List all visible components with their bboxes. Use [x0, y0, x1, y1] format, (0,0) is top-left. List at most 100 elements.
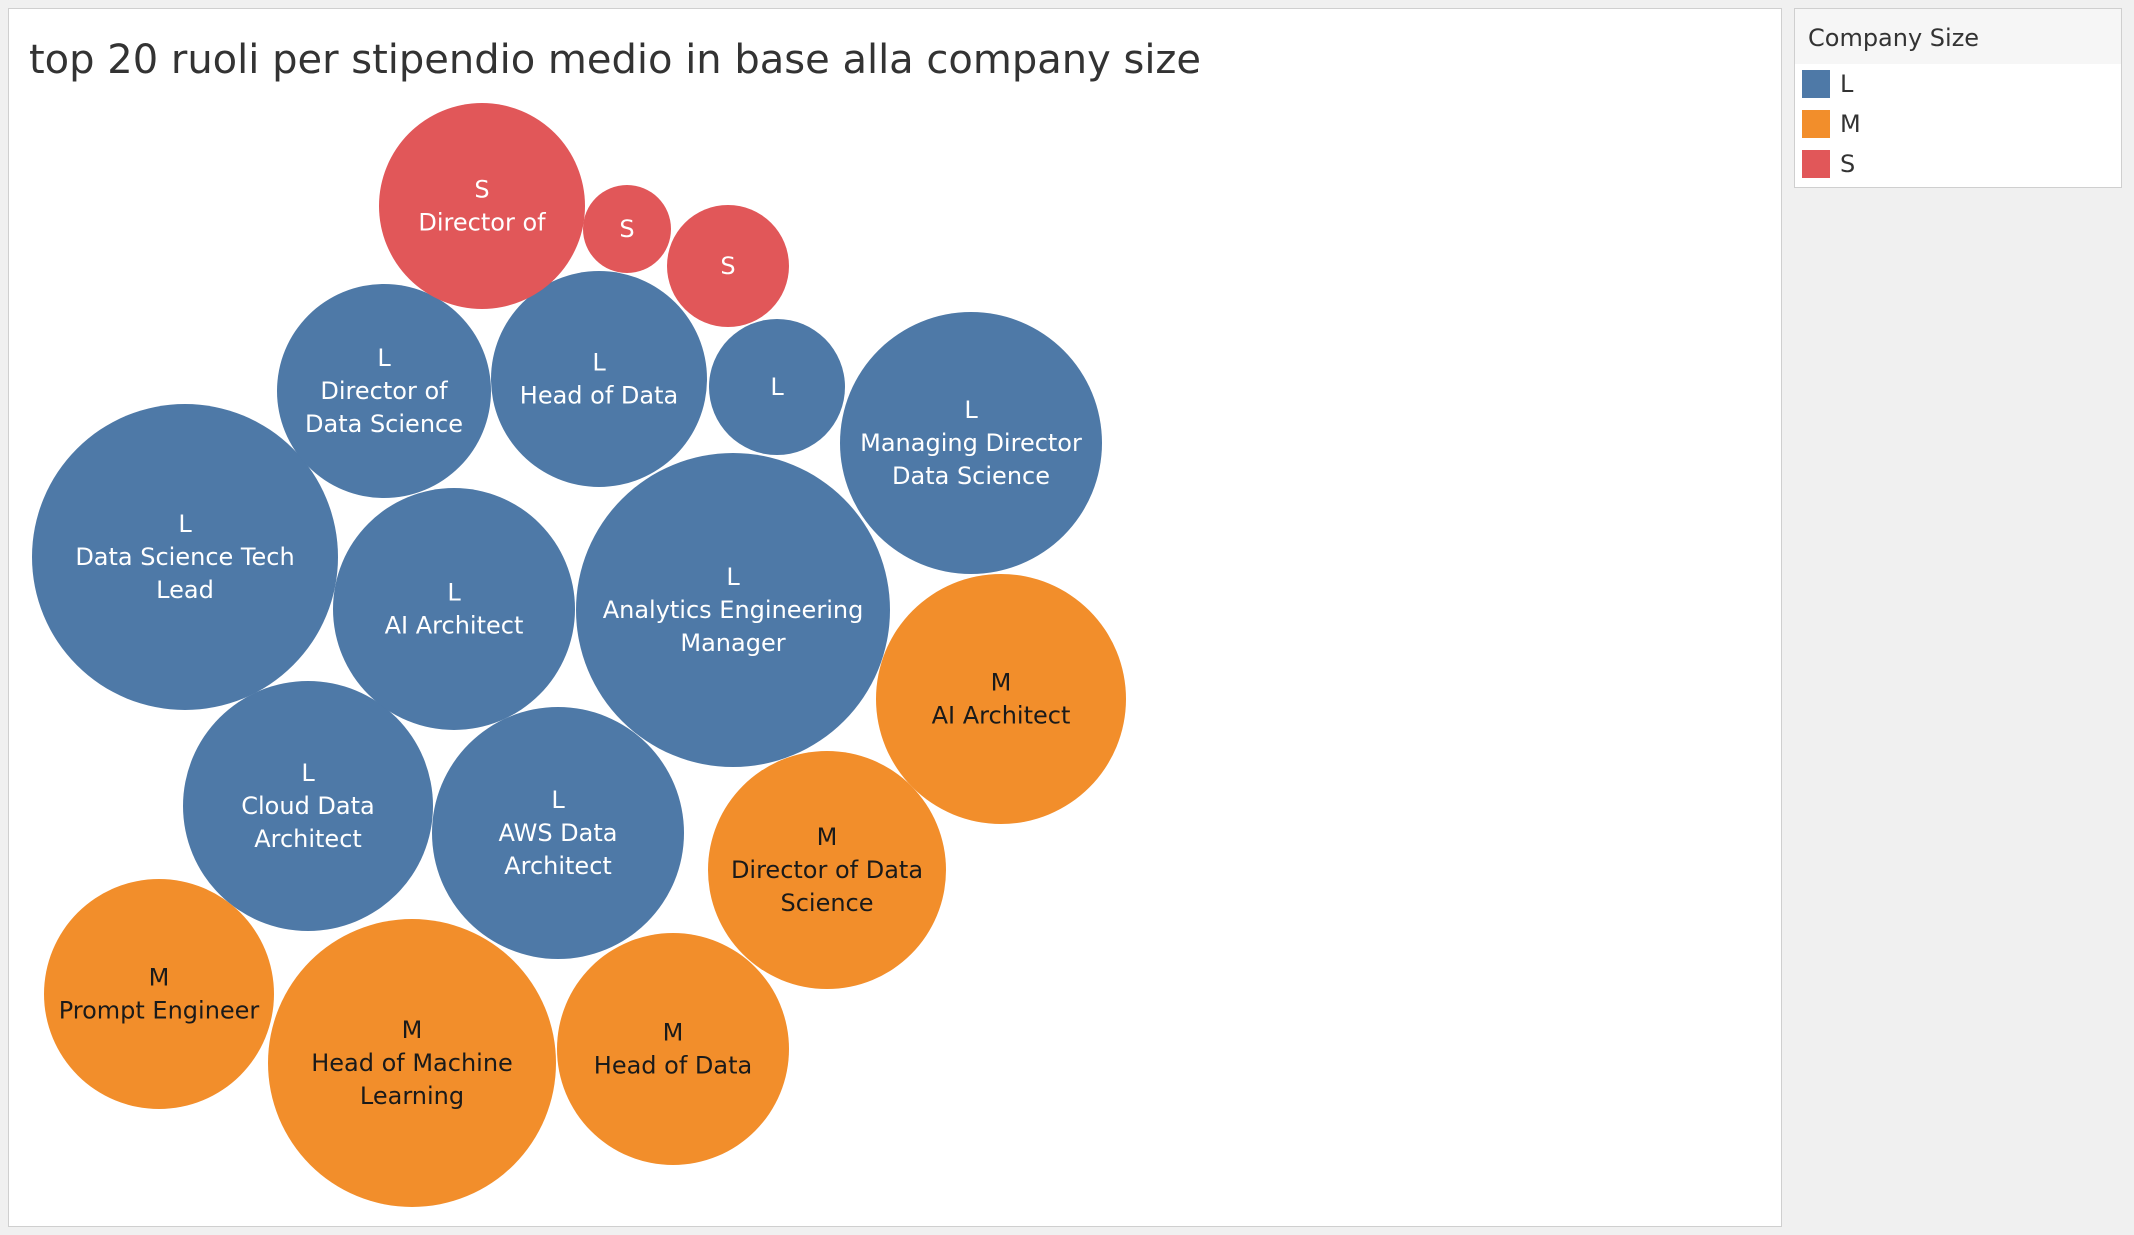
bubble-label: M AI Architect	[932, 669, 1071, 730]
chart-title: top 20 ruoli per stipendio medio in base…	[29, 37, 1202, 83]
bubble-9[interactable]: M Head of Machine Learning	[268, 919, 556, 1207]
bubble-size-label: M	[817, 823, 838, 851]
bubble-11[interactable]: M Director of Data Science	[708, 751, 946, 989]
bubble-13[interactable]: M Prompt Engineer	[44, 879, 274, 1109]
bubble-size-label: L	[377, 344, 391, 372]
bubble-size-label: L	[726, 563, 740, 591]
legend: Company Size L M S	[1794, 8, 2122, 188]
bubble-role-label: Architect	[504, 852, 612, 880]
bubble-circle[interactable]	[44, 879, 274, 1109]
viz-panel: top 20 ruoli per stipendio medio in base…	[8, 8, 1782, 1227]
legend-label-l: L	[1840, 70, 1854, 98]
bubble-role-label: Lead	[156, 576, 214, 604]
bubble-label: M Head of Data	[594, 1019, 752, 1080]
bubble-role-label: Director of	[320, 377, 448, 405]
legend-item-s[interactable]: S	[1795, 144, 2121, 184]
bubble-size-label: S	[619, 215, 634, 243]
legend-swatch-s	[1802, 150, 1830, 178]
bubble-4[interactable]: L Cloud Data Architect	[183, 681, 433, 931]
bubble-size-label: M	[149, 964, 170, 992]
bubble-circle[interactable]	[491, 271, 707, 487]
bubble-10[interactable]: M AI Architect	[876, 574, 1126, 824]
bubble-circle[interactable]	[840, 312, 1102, 574]
bubble-16[interactable]: S	[667, 205, 789, 327]
bubble-role-label: Data Science	[305, 410, 463, 438]
bubble-role-label: Director of Data	[731, 856, 923, 884]
legend-item-l[interactable]: L	[1795, 64, 2121, 104]
bubble-role-label: Managing Director	[860, 429, 1082, 457]
bubble-circle[interactable]	[557, 933, 789, 1165]
legend-swatch-l	[1802, 70, 1830, 98]
bubble-label: S	[619, 215, 634, 243]
bubble-label: S	[720, 252, 735, 280]
bubble-size-label: L	[964, 396, 978, 424]
bubble-7[interactable]: L Director of Data Science	[277, 284, 491, 498]
bubble-label: L Cloud Data Architect	[241, 759, 375, 853]
bubble-circle[interactable]	[183, 681, 433, 931]
bubble-role-label: Manager	[680, 629, 785, 657]
bubble-size-label: M	[402, 1016, 423, 1044]
bubble-5[interactable]: L AI Architect	[333, 488, 575, 730]
bubble-0[interactable]: L Analytics Engineering Manager	[576, 453, 890, 767]
bubble-size-label: M	[663, 1019, 684, 1047]
bubble-size-label: M	[991, 669, 1012, 697]
bubble-circle[interactable]	[277, 284, 491, 498]
bubble-role-label: Analytics Engineering	[603, 596, 864, 624]
legend-label-s: S	[1840, 150, 1856, 178]
bubble-1[interactable]: L Data Science Tech Lead	[32, 404, 338, 710]
bubble-label: L AWS Data Architect	[498, 786, 617, 880]
bubble-label: L Analytics Engineering Manager	[603, 563, 864, 657]
bubble-size-label: S	[720, 252, 735, 280]
bubble-circle[interactable]	[432, 707, 684, 959]
bubble-label: S Director of	[418, 176, 546, 237]
bubble-size-label: L	[447, 579, 461, 607]
bubble-role-label: Architect	[254, 825, 362, 853]
bubble-role-label: Learning	[360, 1082, 464, 1110]
bubble-label: L Head of Data	[520, 349, 678, 410]
bubble-label: L AI Architect	[385, 579, 524, 640]
bubble-role-label: Director of	[418, 209, 546, 237]
bubble-circle[interactable]	[667, 205, 789, 327]
bubble-role-label: AI Architect	[385, 612, 524, 640]
bubble-role-label: Prompt Engineer	[59, 997, 260, 1025]
bubble-label: L Managing Director Data Science	[860, 396, 1082, 490]
bubble-role-label: Science	[780, 889, 873, 917]
bubble-size-label: L	[770, 373, 784, 401]
bubble-14[interactable]: S Director of	[379, 103, 585, 309]
bubble-label: L	[770, 373, 784, 401]
bubble-circle[interactable]	[876, 574, 1126, 824]
bubble-label: M Head of Machine Learning	[311, 1016, 513, 1110]
bubble-label: M Director of Data Science	[731, 823, 923, 917]
bubble-role-label: Data Science	[892, 462, 1050, 490]
bubble-circle[interactable]	[32, 404, 338, 710]
bubble-3[interactable]: L AWS Data Architect	[432, 707, 684, 959]
bubble-6[interactable]: L Head of Data	[491, 271, 707, 487]
bubble-circle[interactable]	[708, 751, 946, 989]
bubble-size-label: S	[474, 176, 489, 204]
bubble-8[interactable]: L	[709, 319, 845, 455]
bubble-circle[interactable]	[268, 919, 556, 1207]
bubble-role-label: Cloud Data	[241, 792, 375, 820]
bubble-role-label: Head of Machine	[311, 1049, 513, 1077]
bubble-circle[interactable]	[709, 319, 845, 455]
bubble-circle[interactable]	[583, 185, 671, 273]
bubble-role-label: AI Architect	[932, 702, 1071, 730]
legend-title: Company Size	[1795, 9, 2121, 64]
legend-label-m: M	[1840, 110, 1861, 138]
bubble-chart: L Analytics Engineering Manager L Data Scien…	[32, 103, 1126, 1207]
bubble-circle[interactable]	[333, 488, 575, 730]
bubble-label: L Director of Data Science	[305, 344, 463, 438]
bubble-15[interactable]: S	[583, 185, 671, 273]
bubble-size-label: L	[178, 510, 192, 538]
bubble-size-label: L	[551, 786, 565, 814]
bubble-circle[interactable]	[379, 103, 585, 309]
bubble-label: M Prompt Engineer	[59, 964, 260, 1025]
bubble-circle[interactable]	[576, 453, 890, 767]
bubble-12[interactable]: M Head of Data	[557, 933, 789, 1165]
legend-item-m[interactable]: M	[1795, 104, 2121, 144]
bubble-label: L Data Science Tech Lead	[75, 510, 294, 604]
bubble-role-label: Head of Data	[520, 382, 678, 410]
bubble-2[interactable]: L Managing Director Data Science	[840, 312, 1102, 574]
bubble-size-label: L	[301, 759, 315, 787]
bubble-role-label: Head of Data	[594, 1052, 752, 1080]
